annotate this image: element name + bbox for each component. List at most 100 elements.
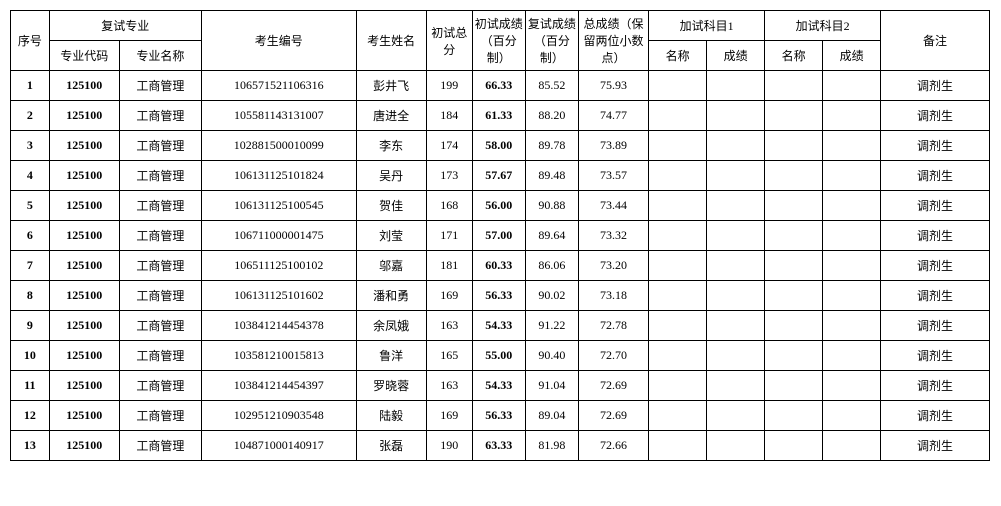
cell-prelim-total: 199 <box>426 71 472 101</box>
cell-final-score: 72.78 <box>579 311 649 341</box>
table-row: 4125100工商管理106131125101824吴丹17357.6789.4… <box>11 161 990 191</box>
cell-sub1-score <box>707 101 765 131</box>
cell-sub2-score <box>823 191 881 221</box>
cell-final-score: 72.66 <box>579 431 649 461</box>
header-major-code: 专业代码 <box>49 41 119 71</box>
cell-sub2-name <box>765 71 823 101</box>
header-prelim-score: 初试成绩（百分制） <box>472 11 525 71</box>
cell-candidate-name: 潘和勇 <box>356 281 426 311</box>
cell-sub2-name <box>765 131 823 161</box>
cell-candidate-id: 106131125101602 <box>201 281 356 311</box>
cell-prelim-total: 165 <box>426 341 472 371</box>
cell-seq: 10 <box>11 341 50 371</box>
cell-reexam-score: 91.22 <box>525 311 578 341</box>
cell-prelim-total: 181 <box>426 251 472 281</box>
header-remark: 备注 <box>881 11 990 71</box>
cell-final-score: 73.18 <box>579 281 649 311</box>
header-major-group: 复试专业 <box>49 11 201 41</box>
cell-major-code: 125100 <box>49 221 119 251</box>
cell-major-name: 工商管理 <box>119 281 201 311</box>
cell-sub1-name <box>649 341 707 371</box>
cell-remark: 调剂生 <box>881 311 990 341</box>
cell-sub2-name <box>765 401 823 431</box>
cell-major-name: 工商管理 <box>119 431 201 461</box>
header-candidate-name: 考生姓名 <box>356 11 426 71</box>
cell-major-code: 125100 <box>49 251 119 281</box>
cell-final-score: 75.93 <box>579 71 649 101</box>
cell-seq: 7 <box>11 251 50 281</box>
cell-sub1-score <box>707 131 765 161</box>
cell-candidate-name: 李东 <box>356 131 426 161</box>
cell-prelim-total: 163 <box>426 311 472 341</box>
cell-sub1-score <box>707 311 765 341</box>
cell-sub2-score <box>823 71 881 101</box>
cell-major-name: 工商管理 <box>119 341 201 371</box>
cell-sub1-name <box>649 71 707 101</box>
cell-remark: 调剂生 <box>881 191 990 221</box>
cell-seq: 1 <box>11 71 50 101</box>
cell-sub1-name <box>649 431 707 461</box>
cell-candidate-id: 106131125100545 <box>201 191 356 221</box>
cell-prelim-total: 168 <box>426 191 472 221</box>
cell-final-score: 74.77 <box>579 101 649 131</box>
table-row: 8125100工商管理106131125101602潘和勇16956.3390.… <box>11 281 990 311</box>
table-row: 3125100工商管理102881500010099李东17458.0089.7… <box>11 131 990 161</box>
cell-sub2-name <box>765 191 823 221</box>
cell-sub2-score <box>823 161 881 191</box>
header-final-score: 总成绩（保留两位小数点） <box>579 11 649 71</box>
cell-remark: 调剂生 <box>881 281 990 311</box>
cell-major-name: 工商管理 <box>119 101 201 131</box>
header-seq: 序号 <box>11 11 50 71</box>
cell-candidate-id: 106711000001475 <box>201 221 356 251</box>
cell-sub2-score <box>823 311 881 341</box>
cell-sub2-name <box>765 311 823 341</box>
cell-candidate-name: 余凤娥 <box>356 311 426 341</box>
cell-major-name: 工商管理 <box>119 401 201 431</box>
cell-remark: 调剂生 <box>881 341 990 371</box>
cell-major-code: 125100 <box>49 341 119 371</box>
cell-sub1-score <box>707 221 765 251</box>
cell-remark: 调剂生 <box>881 71 990 101</box>
header-sub1-name: 名称 <box>649 41 707 71</box>
cell-final-score: 73.44 <box>579 191 649 221</box>
cell-remark: 调剂生 <box>881 161 990 191</box>
cell-candidate-id: 103581210015813 <box>201 341 356 371</box>
cell-prelim-total: 169 <box>426 401 472 431</box>
cell-sub1-score <box>707 71 765 101</box>
header-add-subject2: 加试科目2 <box>765 11 881 41</box>
cell-sub1-name <box>649 311 707 341</box>
cell-remark: 调剂生 <box>881 431 990 461</box>
cell-reexam-score: 89.48 <box>525 161 578 191</box>
cell-reexam-score: 88.20 <box>525 101 578 131</box>
cell-candidate-id: 105581143131007 <box>201 101 356 131</box>
cell-final-score: 72.69 <box>579 401 649 431</box>
table-header: 序号 复试专业 考生编号 考生姓名 初试总分 初试成绩（百分制） 复试成绩（百分… <box>11 11 990 71</box>
cell-seq: 5 <box>11 191 50 221</box>
cell-seq: 2 <box>11 101 50 131</box>
cell-prelim-score: 60.33 <box>472 251 525 281</box>
cell-sub1-name <box>649 131 707 161</box>
cell-prelim-score: 56.33 <box>472 281 525 311</box>
cell-final-score: 73.89 <box>579 131 649 161</box>
header-sub2-score: 成绩 <box>823 41 881 71</box>
cell-candidate-name: 刘莹 <box>356 221 426 251</box>
cell-sub2-score <box>823 281 881 311</box>
cell-prelim-total: 173 <box>426 161 472 191</box>
cell-candidate-id: 104871000140917 <box>201 431 356 461</box>
table-row: 13125100工商管理104871000140917张磊19063.3381.… <box>11 431 990 461</box>
table-row: 12125100工商管理102951210903548陆毅16956.3389.… <box>11 401 990 431</box>
cell-prelim-score: 54.33 <box>472 311 525 341</box>
cell-sub2-name <box>765 341 823 371</box>
cell-major-code: 125100 <box>49 401 119 431</box>
cell-prelim-score: 66.33 <box>472 71 525 101</box>
cell-sub2-score <box>823 371 881 401</box>
cell-final-score: 72.70 <box>579 341 649 371</box>
cell-major-name: 工商管理 <box>119 191 201 221</box>
cell-reexam-score: 90.40 <box>525 341 578 371</box>
cell-candidate-id: 106571521106316 <box>201 71 356 101</box>
cell-remark: 调剂生 <box>881 101 990 131</box>
cell-candidate-name: 罗晓蓉 <box>356 371 426 401</box>
cell-reexam-score: 89.64 <box>525 221 578 251</box>
cell-major-name: 工商管理 <box>119 221 201 251</box>
header-add-subject1: 加试科目1 <box>649 11 765 41</box>
